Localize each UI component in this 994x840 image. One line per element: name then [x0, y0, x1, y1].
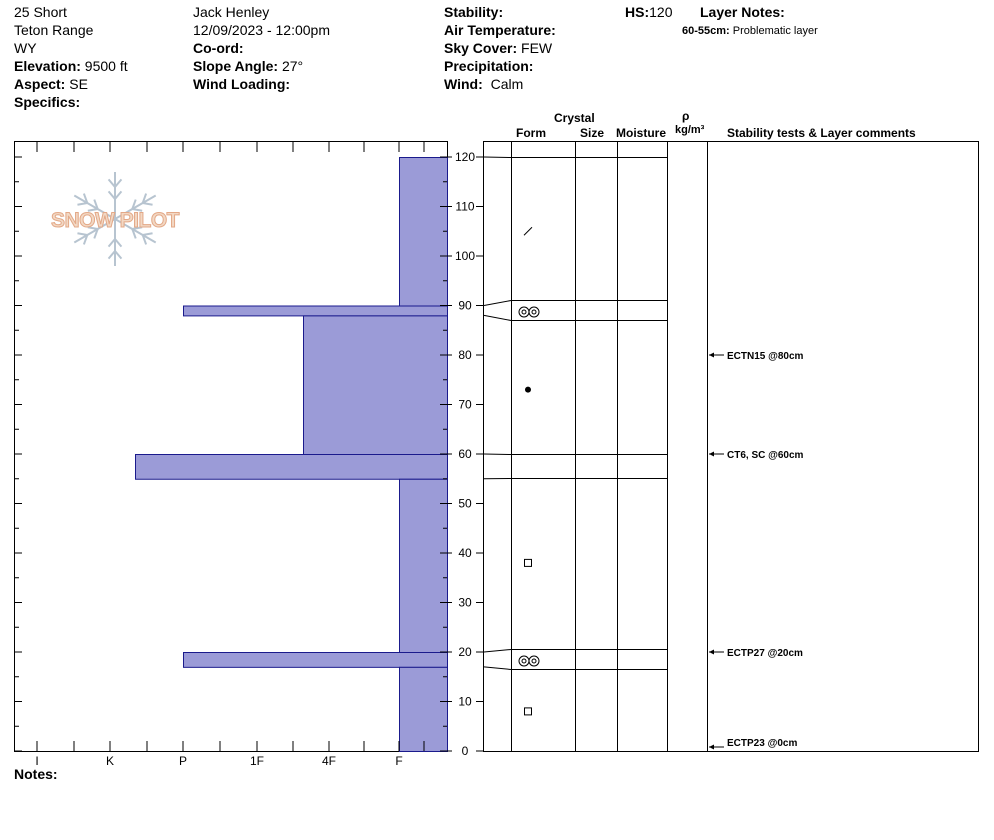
snowpilot-logo: SNOW PILOT	[51, 172, 181, 266]
wind-row: Wind: Calm	[444, 76, 523, 92]
rho-header: ρ	[682, 109, 690, 123]
grain-symbol-5	[524, 707, 532, 716]
depth-tick-label-90: 90	[458, 299, 472, 313]
slope-value: 27°	[281, 58, 304, 74]
slope-label: Slope Angle:	[193, 58, 279, 74]
sky-value: FEW	[521, 40, 553, 56]
stability-arrow-head-1	[709, 451, 714, 457]
stability-comments-header: Stability tests & Layer comments	[727, 126, 916, 140]
boundary-connector-3	[483, 453, 512, 455]
depth-tick-label-40: 40	[458, 546, 472, 560]
hardness-bar-3	[135, 454, 448, 480]
stability-arrow-head-2	[709, 649, 714, 655]
grain-symbol-0	[523, 226, 533, 236]
precip-label: Precipitation:	[444, 58, 534, 74]
boundary-connector-2	[483, 314, 512, 321]
size-header: Size	[580, 126, 605, 140]
density-unit-header: kg/m³	[675, 124, 705, 136]
depth-tick-label-10: 10	[458, 695, 472, 709]
hardness-bar-4	[399, 478, 448, 653]
observer-name: Jack Henley	[193, 4, 270, 20]
snowflake-icon	[73, 172, 157, 266]
snowpilot-logo-text: SNOW PILOT	[51, 209, 180, 232]
air-temp-label: Air Temperature:	[444, 22, 556, 38]
boundary-connector-0	[483, 156, 512, 158]
boundary-connector-6	[483, 666, 512, 670]
hardness-bar-2	[303, 315, 448, 455]
depth-tick-label-0: 0	[462, 744, 469, 758]
grain-symbol-3	[524, 558, 532, 567]
depth-tick-label-110: 110	[455, 200, 474, 214]
stability-test-3: ECTP23 @0cm	[727, 738, 797, 749]
hs-label: HS:	[625, 4, 650, 20]
depth-tick-label-50: 50	[458, 497, 472, 511]
elevation-row: Elevation: 9500 ft	[14, 58, 128, 74]
stability-arrow-head-0	[709, 352, 714, 358]
aspect-label: Aspect:	[14, 76, 66, 92]
stability-test-1: CT6, SC @60cm	[727, 450, 804, 461]
hardness-label-F: F	[395, 754, 402, 768]
wind-loading-label: Wind Loading:	[193, 76, 291, 92]
layer-note-range: 60-55cm:	[682, 25, 730, 37]
elevation-label: Elevation:	[14, 58, 81, 74]
hardness-bar-6	[399, 666, 448, 752]
observation-datetime: 12/09/2023 - 12:00pm	[193, 22, 330, 38]
hardness-bar-1	[183, 305, 448, 317]
wind-value: Calm	[490, 76, 524, 92]
depth-tick-label-100: 100	[455, 249, 475, 263]
coord-label: Co-ord:	[193, 40, 244, 56]
wind-label: Wind:	[444, 76, 483, 92]
specifics-label: Specifics:	[14, 94, 81, 110]
depth-tick-label-60: 60	[458, 447, 472, 461]
elevation-value: 9500 ft	[84, 58, 128, 74]
stability-test-2: ECTP27 @20cm	[727, 648, 803, 659]
stability-label: Stability:	[444, 4, 504, 20]
grain-symbol-1	[518, 306, 540, 318]
hs-row: HS:120	[625, 4, 672, 20]
stability-arrow-head-3	[709, 744, 714, 750]
aspect-value: SE	[69, 76, 88, 92]
aspect-row: Aspect: SE	[14, 76, 88, 92]
hardness-label-K: K	[106, 754, 114, 768]
hardness-label-1F: 1F	[250, 754, 264, 768]
location-name: 25 Short	[14, 4, 67, 20]
state-name: WY	[14, 40, 37, 56]
hardness-label-I: I	[35, 754, 38, 768]
moisture-header: Moisture	[616, 126, 667, 140]
grain-frame	[483, 141, 979, 752]
grain-panel: ECTN15 @80cm CT6, SC @60cm ECTP27 @20cm ECT…	[483, 141, 979, 752]
layer-note-text: Problematic layer	[732, 25, 818, 37]
boundary-connector-1	[483, 300, 512, 306]
hardness-label-P: P	[179, 754, 187, 768]
depth-tick-label-20: 20	[458, 645, 472, 659]
hardness-panel: 0 10 20 30 40 50 60 70 80 90 100 110 120 I K P 1F 4F F	[14, 141, 484, 768]
layer-note: 60-55cm: Problematic layer	[682, 23, 818, 39]
depth-tick-label-120: 120	[455, 150, 475, 164]
sky-row: Sky Cover: FEW	[444, 40, 552, 56]
depth-tick-label-70: 70	[458, 398, 472, 412]
boundary-connector-5	[483, 649, 512, 653]
hardness-bar-0	[399, 157, 448, 307]
hardness-label-4F: 4F	[322, 754, 336, 768]
crystal-header: Crystal	[554, 111, 595, 125]
sky-label: Sky Cover:	[444, 40, 518, 56]
grain-symbol-4	[518, 655, 540, 667]
notes-label: Notes:	[14, 766, 58, 782]
hs-value: 120	[649, 4, 673, 20]
form-header: Form	[516, 126, 546, 140]
range-name: Teton Range	[14, 22, 94, 38]
depth-tick-label-80: 80	[458, 348, 472, 362]
hardness-bar-5	[183, 652, 448, 668]
slope-row: Slope Angle: 27°	[193, 58, 303, 74]
depth-tick-label-30: 30	[458, 596, 472, 610]
grain-symbol-2	[525, 386, 531, 393]
layer-notes-label: Layer Notes:	[700, 4, 785, 20]
stability-test-0: ECTN15 @80cm	[727, 351, 804, 362]
